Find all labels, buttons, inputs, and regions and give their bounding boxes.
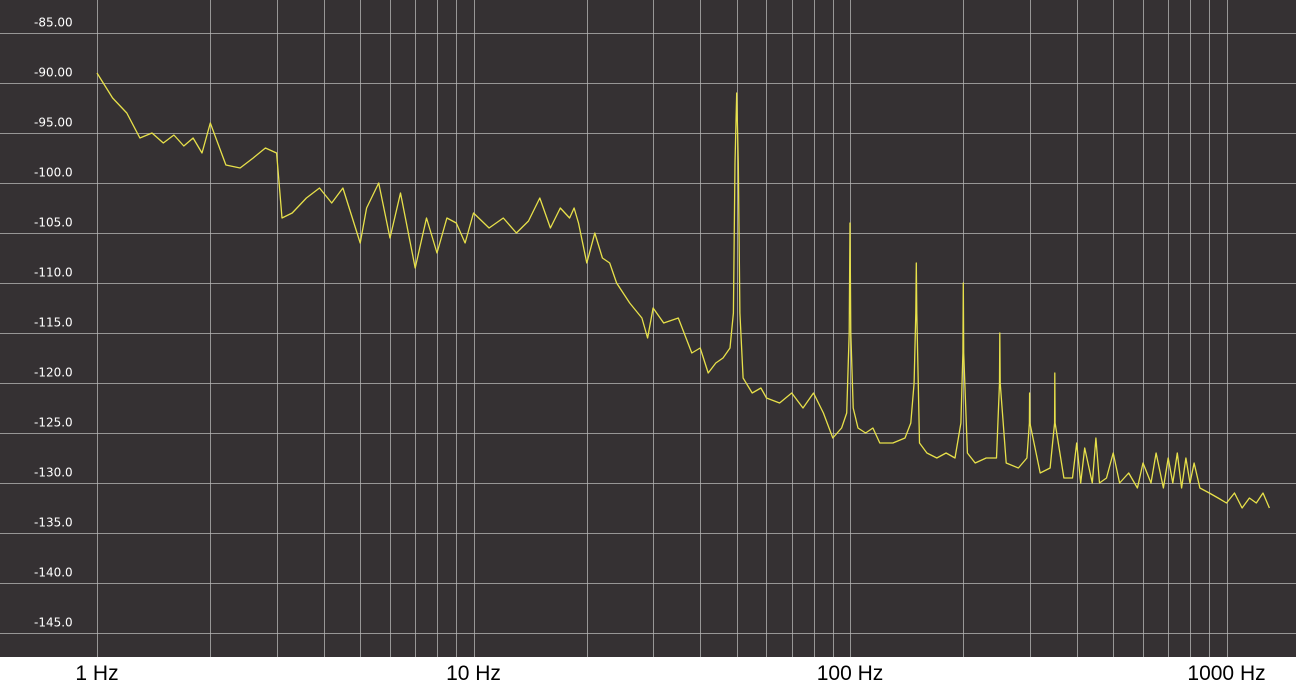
horizontal-gridlines [0, 33, 1296, 634]
x-tick-label: 100 Hz [817, 662, 884, 685]
y-tick-label: -90.00 [34, 66, 73, 80]
y-tick-label: -95.00 [34, 116, 73, 130]
y-tick-label: -110.0 [34, 266, 73, 280]
x-tick-labels: 1 Hz 10 Hz 100 Hz 1000 Hz [75, 662, 1265, 685]
y-tick-label: -120.0 [34, 366, 73, 380]
y-tick-label: -135.0 [34, 516, 73, 530]
series-line [96, 72, 1270, 509]
y-tick-label: -140.0 [34, 566, 73, 580]
y-tick-label: -125.0 [34, 416, 73, 430]
series-group [96, 72, 1270, 509]
x-tick-label: 1 Hz [75, 662, 118, 685]
vertical-gridlines [97, 0, 1228, 657]
y-tick-label: -130.0 [34, 466, 73, 480]
y-tick-label: -115.0 [34, 316, 73, 330]
y-tick-label: -145.0 [34, 616, 73, 630]
x-tick-label: 10 Hz [446, 662, 501, 685]
y-tick-label: -85.00 [34, 16, 73, 30]
x-tick-label: 1000 Hz [1187, 662, 1265, 685]
y-tick-labels: -85.00 -90.00 -95.00 -100.0 -105.0 -110.0 -115… [34, 16, 73, 630]
y-tick-label: -105.0 [34, 216, 73, 230]
plot-background [0, 0, 1296, 657]
y-tick-label: -100.0 [34, 166, 73, 180]
